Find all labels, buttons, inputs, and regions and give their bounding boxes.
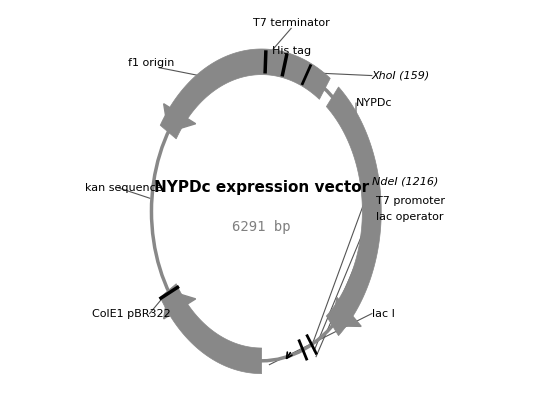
- Text: NYPDc expression vector: NYPDc expression vector: [154, 180, 369, 195]
- Polygon shape: [327, 87, 381, 336]
- Text: T7 terminator: T7 terminator: [253, 18, 329, 28]
- Polygon shape: [160, 49, 330, 139]
- Polygon shape: [333, 298, 361, 326]
- Polygon shape: [164, 104, 196, 132]
- Text: 6291 bp: 6291 bp: [232, 220, 291, 234]
- Text: lac operator: lac operator: [376, 212, 443, 222]
- Text: His tag: His tag: [272, 46, 310, 56]
- Text: kan sequence: kan sequence: [85, 183, 162, 193]
- Polygon shape: [160, 284, 261, 373]
- Polygon shape: [164, 290, 196, 319]
- Text: lac I: lac I: [372, 308, 395, 318]
- Text: f1 origin: f1 origin: [128, 58, 175, 68]
- Text: T7 promoter: T7 promoter: [376, 196, 445, 206]
- Text: NYPDc: NYPDc: [356, 98, 392, 108]
- Text: XhoI (159): XhoI (159): [372, 71, 430, 81]
- Text: NdeI (1216): NdeI (1216): [372, 177, 438, 187]
- Text: ColE1 pBR322: ColE1 pBR322: [93, 308, 171, 318]
